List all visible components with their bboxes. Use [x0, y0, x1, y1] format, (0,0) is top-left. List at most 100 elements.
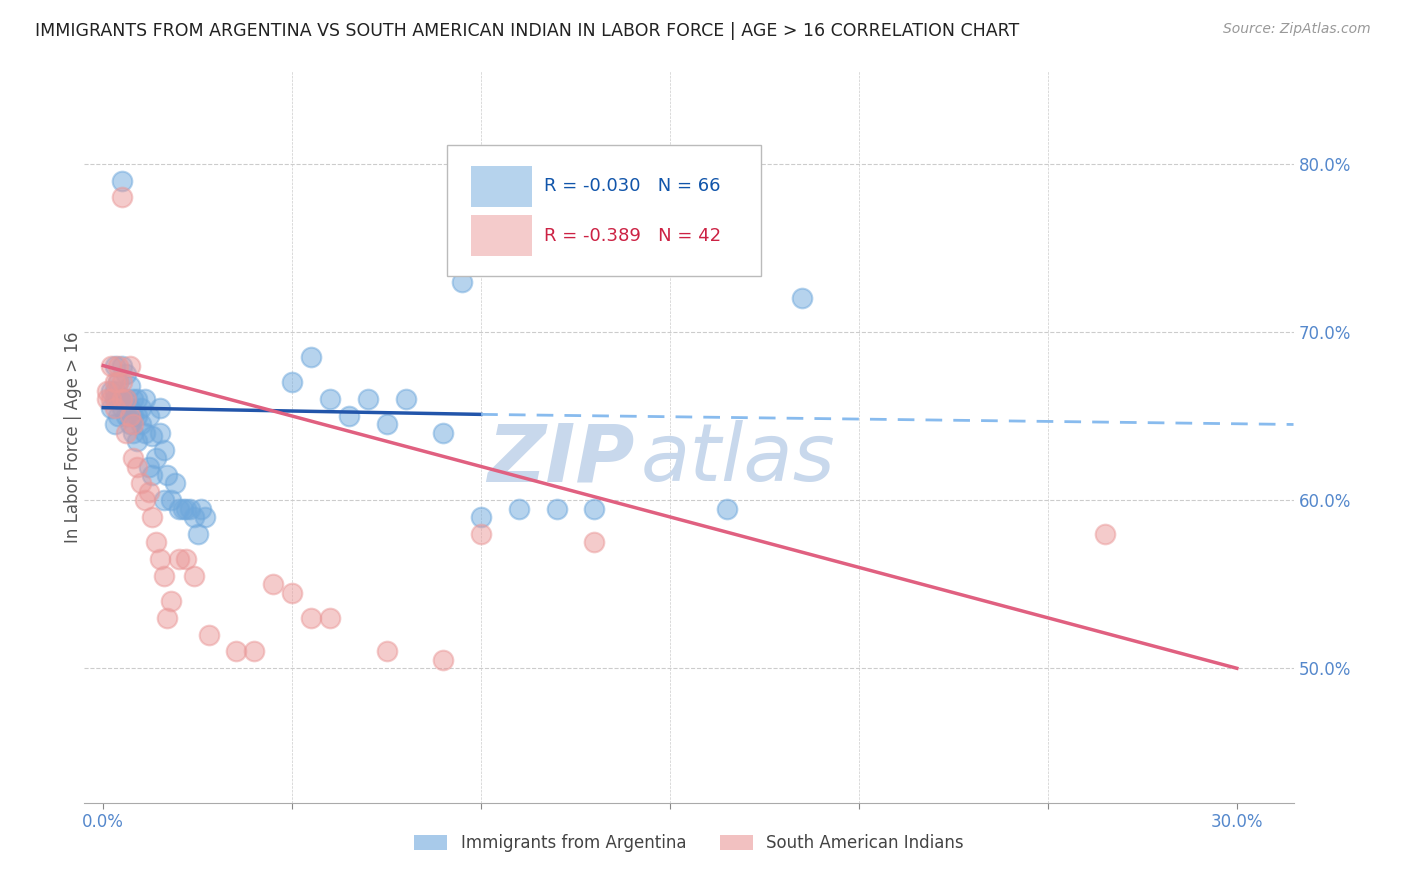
Point	[375, 417, 398, 432]
Point	[118, 379, 141, 393]
Point	[100, 384, 122, 398]
Point	[1094, 526, 1116, 541]
Point	[337, 409, 360, 423]
Point	[319, 392, 342, 407]
Point	[546, 501, 568, 516]
Point	[138, 484, 160, 499]
Point	[107, 409, 129, 423]
Text: R = -0.389   N = 42: R = -0.389 N = 42	[544, 227, 721, 245]
Point	[115, 425, 138, 440]
Point	[127, 459, 149, 474]
Point	[187, 526, 209, 541]
Point	[111, 392, 134, 407]
Point	[167, 501, 190, 516]
Point	[100, 401, 122, 415]
Point	[115, 392, 138, 407]
Point	[100, 359, 122, 373]
Point	[470, 526, 492, 541]
Point	[115, 367, 138, 381]
Point	[583, 535, 606, 549]
Point	[299, 611, 322, 625]
Point	[281, 585, 304, 599]
Point	[225, 644, 247, 658]
Point	[183, 569, 205, 583]
Point	[176, 501, 198, 516]
Point	[115, 409, 138, 423]
Point	[167, 552, 190, 566]
Point	[107, 392, 129, 407]
Point	[190, 501, 212, 516]
Point	[262, 577, 284, 591]
Point	[122, 392, 145, 407]
Point	[489, 241, 512, 255]
Point	[118, 417, 141, 432]
Point	[111, 359, 134, 373]
Point	[127, 392, 149, 407]
Point	[160, 594, 183, 608]
Point	[152, 569, 174, 583]
Point	[111, 190, 134, 204]
Text: Source: ZipAtlas.com: Source: ZipAtlas.com	[1223, 22, 1371, 37]
Point	[375, 644, 398, 658]
Point	[451, 275, 474, 289]
Point	[156, 467, 179, 482]
Legend: Immigrants from Argentina, South American Indians: Immigrants from Argentina, South America…	[406, 826, 972, 860]
Point	[145, 451, 167, 466]
Point	[107, 359, 129, 373]
Point	[118, 359, 141, 373]
Point	[508, 501, 530, 516]
Point	[100, 392, 122, 407]
Point	[176, 552, 198, 566]
Point	[470, 510, 492, 524]
Point	[127, 434, 149, 449]
Point	[583, 501, 606, 516]
Point	[716, 501, 738, 516]
Point	[134, 493, 156, 508]
Point	[104, 392, 127, 407]
Point	[129, 476, 152, 491]
Point	[122, 417, 145, 432]
Point	[145, 535, 167, 549]
Point	[357, 392, 380, 407]
Point	[149, 401, 172, 415]
Point	[172, 501, 194, 516]
Point	[141, 467, 163, 482]
Point	[111, 392, 134, 407]
Point	[96, 392, 118, 407]
Point	[149, 552, 172, 566]
Point	[115, 392, 138, 407]
Point	[134, 425, 156, 440]
Point	[129, 401, 152, 415]
Point	[152, 442, 174, 457]
Point	[107, 376, 129, 390]
Point	[179, 501, 201, 516]
Text: IMMIGRANTS FROM ARGENTINA VS SOUTH AMERICAN INDIAN IN LABOR FORCE | AGE > 16 COR: IMMIGRANTS FROM ARGENTINA VS SOUTH AMERI…	[35, 22, 1019, 40]
Point	[122, 451, 145, 466]
Point	[138, 409, 160, 423]
Point	[122, 425, 145, 440]
Point	[432, 425, 454, 440]
Point	[183, 510, 205, 524]
Point	[118, 409, 141, 423]
Point	[96, 384, 118, 398]
Point	[129, 417, 152, 432]
Text: R = -0.030   N = 66: R = -0.030 N = 66	[544, 178, 720, 195]
Point	[104, 376, 127, 390]
Point	[111, 376, 134, 390]
Point	[156, 611, 179, 625]
Point	[104, 401, 127, 415]
Point	[104, 417, 127, 432]
Text: ZIP: ZIP	[486, 420, 634, 498]
Text: atlas: atlas	[641, 420, 835, 498]
Point	[138, 459, 160, 474]
Point	[104, 384, 127, 398]
FancyBboxPatch shape	[447, 145, 762, 277]
Point	[152, 493, 174, 508]
Point	[134, 392, 156, 407]
Point	[127, 409, 149, 423]
Point	[281, 376, 304, 390]
Y-axis label: In Labor Force | Age > 16: In Labor Force | Age > 16	[65, 331, 82, 543]
Point	[319, 611, 342, 625]
Point	[792, 291, 814, 305]
Point	[299, 350, 322, 364]
